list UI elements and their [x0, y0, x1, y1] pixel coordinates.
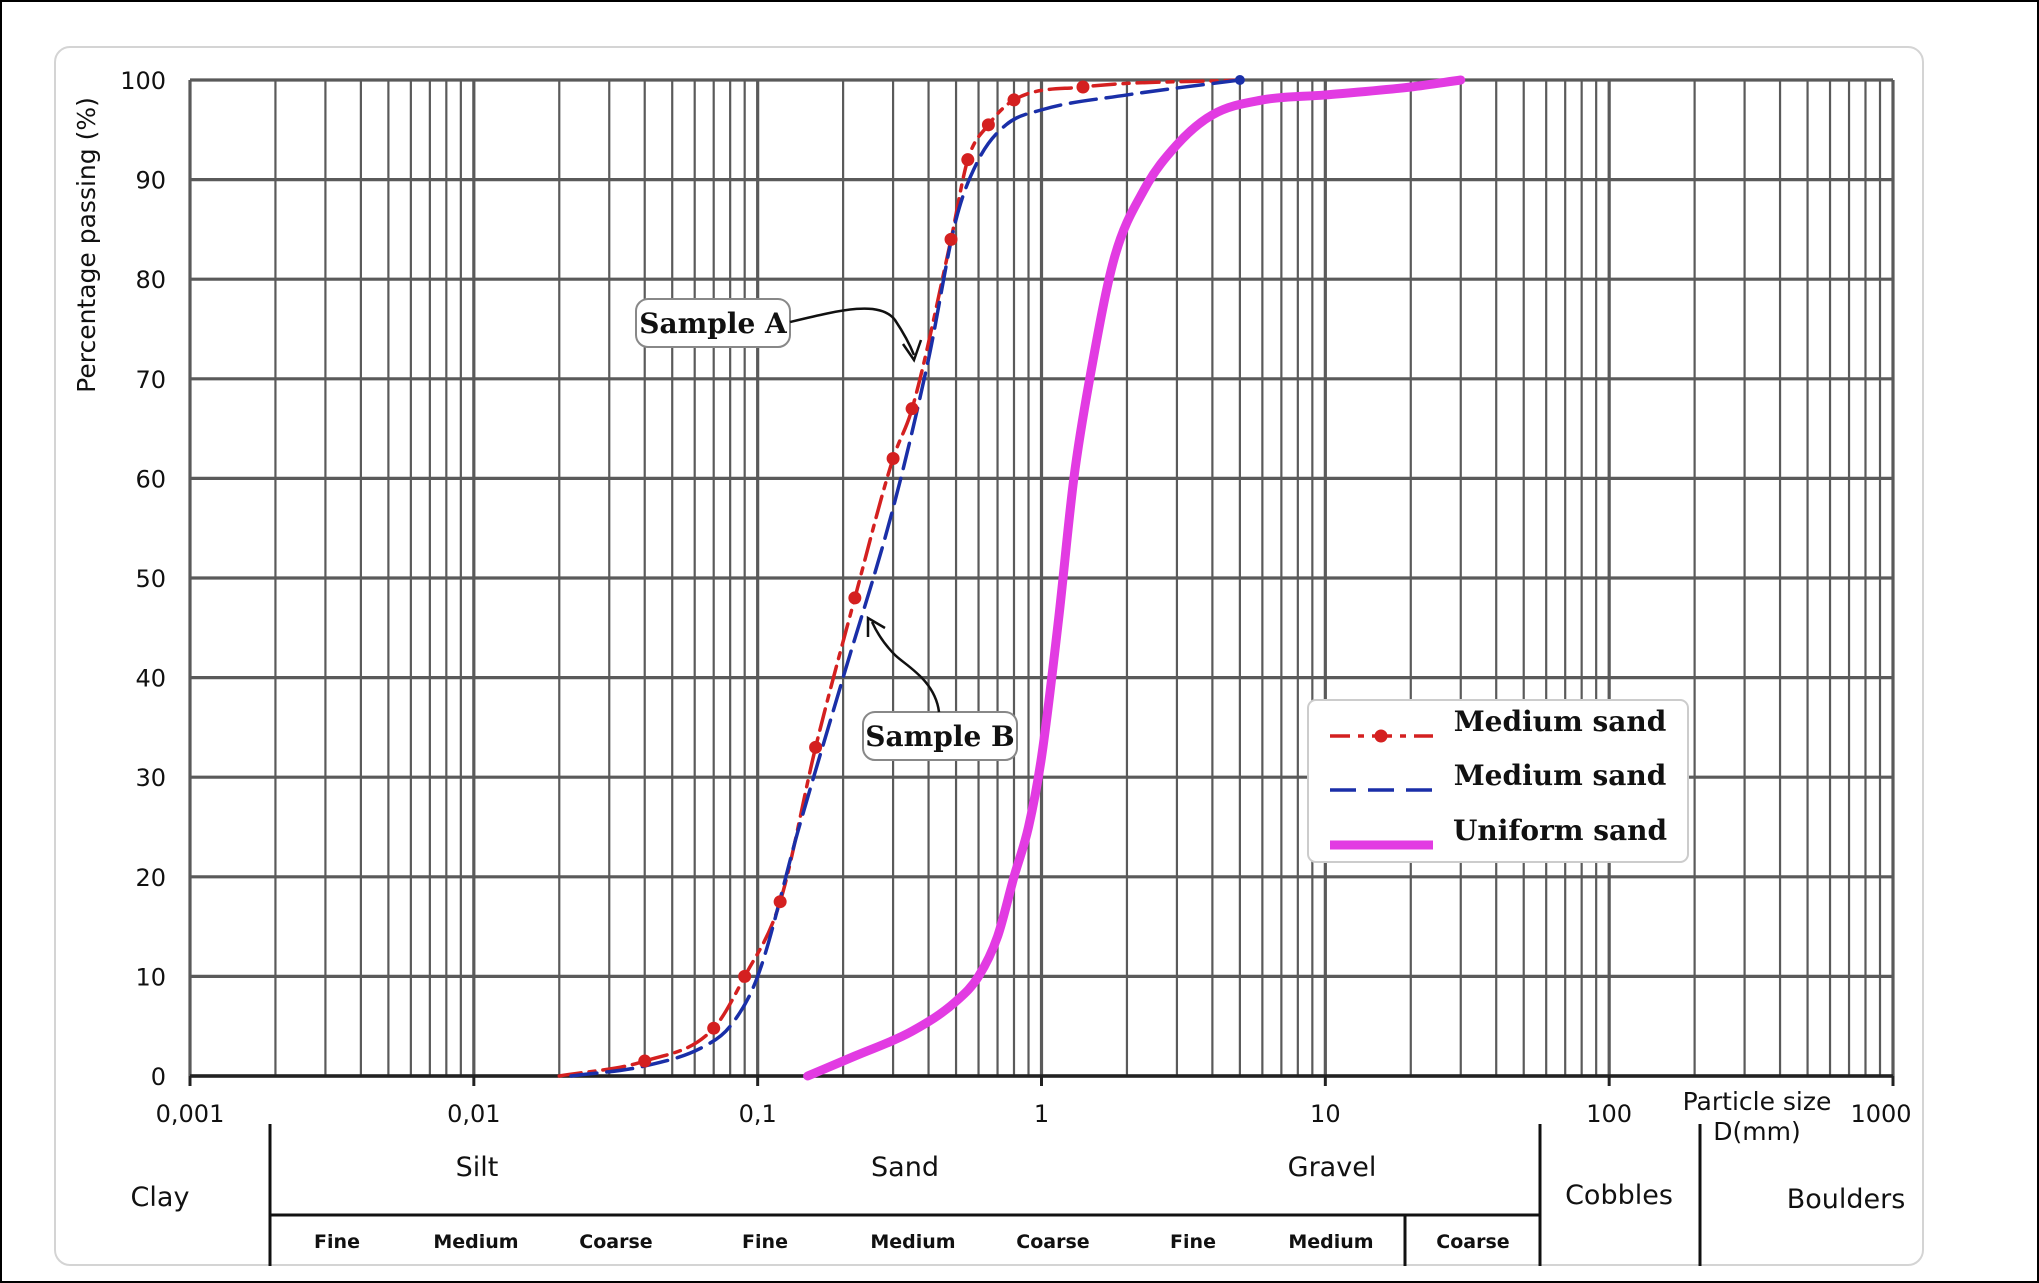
- x-axis-label-line2: D(mm): [1713, 1117, 1800, 1146]
- legend-label-1: Medium sand: [1454, 705, 1667, 738]
- x-tick-label: 0,001: [156, 1100, 225, 1128]
- x-tick-label: 1: [1034, 1100, 1049, 1128]
- class-label: Clay: [131, 1182, 190, 1213]
- data-point: [1007, 93, 1021, 107]
- subclass-label: Fine: [742, 1231, 788, 1253]
- x-axis-label-line1: Particle size: [1683, 1087, 1832, 1116]
- legend-label-2: Medium sand: [1454, 759, 1667, 792]
- grid: [188, 78, 1895, 1086]
- annotation-arrow-b: [870, 621, 941, 713]
- series-line-1: [557, 78, 1242, 1078]
- class-label: Sand: [871, 1152, 939, 1183]
- class-label: Gravel: [1288, 1152, 1377, 1183]
- class-label: Cobbles: [1565, 1180, 1673, 1211]
- data-point: [707, 1021, 721, 1035]
- legend-marker: [1374, 729, 1388, 743]
- y-tick-label: 100: [120, 67, 166, 95]
- x-tick-label: 10: [1310, 1100, 1341, 1128]
- y-tick-label: 40: [135, 665, 166, 693]
- y-tick-label: 0: [151, 1063, 166, 1091]
- series-markers: [638, 75, 1245, 1068]
- legend-label-3: Uniform sand: [1453, 814, 1667, 847]
- x-tick-label: 0,1: [739, 1100, 777, 1128]
- x-tick-labels: 0,001 0,01 0,1 1 10 100 1000: [156, 1100, 1912, 1128]
- data-point: [773, 895, 787, 909]
- y-tick-label: 20: [135, 864, 166, 892]
- subclass-label: Medium: [1288, 1231, 1373, 1253]
- class-label: Boulders: [1787, 1184, 1906, 1215]
- annotation-arrow-a: [789, 307, 916, 356]
- subclass-label: Coarse: [1016, 1231, 1089, 1253]
- legend-box: [1307, 699, 1689, 863]
- data-point: [809, 740, 823, 754]
- annotation-arrowhead-a: [901, 339, 923, 363]
- subclass-label: Fine: [1170, 1231, 1216, 1253]
- data-point: [981, 118, 995, 132]
- data-point: [638, 1054, 652, 1068]
- class-label: Silt: [456, 1152, 499, 1183]
- subclass-label: Medium: [433, 1231, 518, 1253]
- subclass-label: Coarse: [579, 1231, 652, 1253]
- y-tick-label: 10: [135, 963, 166, 991]
- annotation-sample-b: Sample B: [865, 720, 1014, 753]
- classification-table: Clay Silt Sand Gravel Cobbles Boulders Fine Med…: [131, 1124, 1906, 1266]
- y-tick-label: 30: [135, 764, 166, 792]
- y-axis-label: Percentage passing (%): [72, 97, 101, 393]
- y-tick-labels: 0 10 20 30 40 50 60 70 80 90 100: [120, 67, 166, 1091]
- y-tick-label: 70: [135, 366, 166, 394]
- series-line-3: [803, 75, 1466, 1081]
- annotation-box-sample-a: [635, 298, 791, 348]
- annotation-box-sample-b: [862, 711, 1018, 761]
- annotation-arrowhead-b: [866, 615, 886, 637]
- legend: Medium sand Medium sand Uniform sand: [1307, 699, 1689, 863]
- data-point: [905, 402, 919, 416]
- subclass-label: Medium: [870, 1231, 955, 1253]
- x-tick-label: 100: [1586, 1100, 1632, 1128]
- x-tick-label: 0,01: [447, 1100, 500, 1128]
- series-lines: [557, 75, 1466, 1081]
- annotation-sample-a: Sample A: [639, 307, 788, 340]
- y-tick-label: 60: [135, 465, 166, 493]
- data-point: [961, 153, 975, 167]
- data-point: [886, 451, 900, 465]
- chart-card: [54, 46, 1924, 1266]
- data-point: [944, 232, 958, 246]
- series-line-2: [569, 78, 1242, 1078]
- data-point: [1234, 75, 1245, 85]
- y-tick-label: 90: [135, 167, 166, 195]
- data-point: [738, 969, 752, 983]
- subclass-label: Fine: [314, 1231, 360, 1253]
- data-point: [848, 591, 862, 605]
- annotations: Sample A Sample B: [635, 298, 1018, 761]
- x-tick-label: 1000: [1850, 1100, 1911, 1128]
- y-tick-label: 50: [135, 565, 166, 593]
- data-point: [1076, 80, 1090, 94]
- y-tick-label: 80: [135, 266, 166, 294]
- subclass-label: Coarse: [1436, 1231, 1509, 1253]
